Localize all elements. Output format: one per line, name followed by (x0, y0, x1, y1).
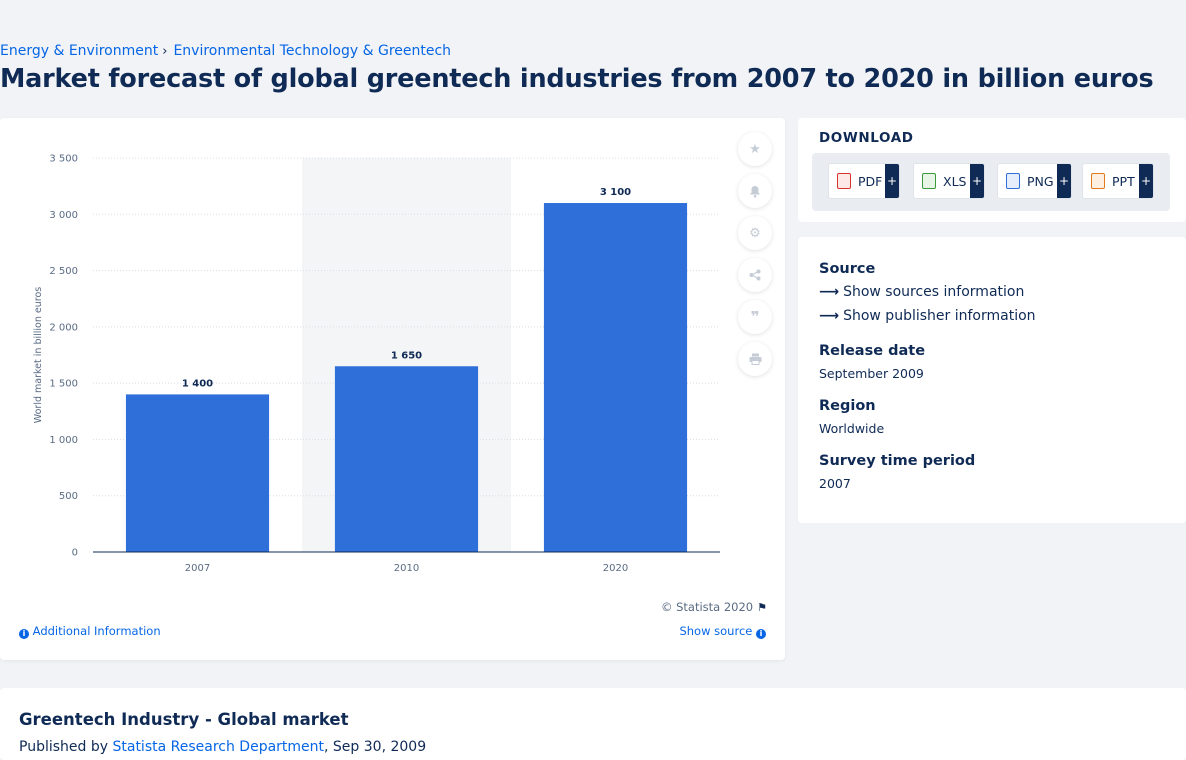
star-icon[interactable]: ★ (738, 132, 772, 166)
y-tick-label: 0 (72, 548, 78, 559)
copyright-text: © Statista 2020 (660, 600, 754, 614)
y-axis-title: World market in billion euros (33, 287, 44, 423)
release-date-value: September 2009 (819, 366, 924, 381)
survey-period-value: 2007 (819, 476, 851, 491)
print-icon[interactable] (738, 342, 772, 376)
show-source-label: Show source (679, 624, 753, 638)
xls-file-icon (922, 173, 936, 189)
plus-icon: + (885, 164, 899, 198)
flag-icon[interactable]: ⚑ (757, 601, 767, 614)
chart-toolbar: ★ ⚙ ❞ (738, 132, 772, 384)
info-icon: i (19, 629, 29, 639)
additional-information-link[interactable]: i Additional Information (19, 624, 161, 639)
data-label: 1 650 (391, 350, 422, 361)
y-tick-label: 1 000 (49, 435, 78, 446)
y-tick-label: 2 500 (49, 266, 78, 277)
download-png-button[interactable]: PNG + (997, 163, 1072, 199)
y-tick-label: 500 (59, 491, 78, 502)
download-pdf-label: PDF (858, 173, 883, 189)
breadcrumb: Energy & Environment › Environmental Techn… (0, 43, 451, 59)
y-tick-label: 1 500 (49, 379, 78, 390)
statistic-details: Source ⟶ Show sources information ⟶ Show p… (798, 237, 1186, 523)
show-publisher-label: Show publisher information (843, 308, 1036, 324)
published-by: Published by Statista Research Departmen… (19, 739, 426, 755)
release-date-label: Release date (819, 343, 926, 359)
show-sources-label: Show sources information (843, 284, 1025, 300)
survey-period-label: Survey time period (819, 453, 976, 469)
download-ppt-button[interactable]: PPT + (1082, 163, 1154, 199)
download-buttons: PDF + XLS + PNG + PPT + (812, 153, 1170, 211)
y-tick-label: 3 500 (49, 154, 78, 165)
chart-card: 0 500 1 000 1 500 2 000 2 500 3 000 3 500 1 400 2… (0, 118, 785, 660)
publish-date: , Sep 30, 2009 (324, 739, 427, 755)
y-tick-label: 2 000 (49, 322, 78, 333)
show-sources-link[interactable]: ⟶ Show sources information (819, 284, 1024, 300)
x-tick-label: 2010 (394, 563, 419, 574)
download-png-label: PNG (1027, 173, 1054, 189)
download-xls-label: XLS (943, 173, 967, 189)
download-pdf-button[interactable]: PDF + (828, 163, 900, 199)
additional-information-label: Additional Information (32, 624, 161, 638)
bell-icon[interactable] (738, 174, 772, 208)
bar (334, 366, 479, 552)
png-file-icon (1006, 173, 1020, 189)
topic-card: Greentech Industry - Global market Publi… (0, 688, 1186, 760)
plus-icon: + (1057, 164, 1071, 198)
x-tick-label: 2007 (185, 563, 210, 574)
arrow-right-icon: ⟶ (819, 308, 840, 324)
share-icon[interactable] (738, 258, 772, 292)
download-title: DOWNLOAD (819, 130, 914, 146)
info-icon: i (756, 629, 766, 639)
arrow-right-icon: ⟶ (819, 284, 840, 300)
data-label: 3 100 (600, 187, 631, 198)
page-title: Market forecast of global greentech indu… (0, 64, 1154, 94)
download-xls-button[interactable]: XLS + (913, 163, 985, 199)
x-tick-label: 2020 (603, 563, 628, 574)
data-label: 1 400 (182, 378, 213, 389)
region-value: Worldwide (819, 421, 885, 436)
region-label: Region (819, 398, 876, 414)
top-bar (0, 0, 1186, 40)
show-publisher-link[interactable]: ⟶ Show publisher information (819, 308, 1036, 324)
copyright-notice: © Statista 2020 ⚑ (661, 600, 767, 614)
published-prefix: Published by (19, 739, 109, 755)
topic-title: Greentech Industry - Global market (19, 710, 349, 729)
download-panel: DOWNLOAD PDF + XLS + PNG + PPT + (798, 118, 1186, 222)
bar-chart: 0 500 1 000 1 500 2 000 2 500 3 000 3 500 1 400 2… (33, 154, 720, 574)
show-source-link[interactable]: Show source i (679, 624, 766, 639)
publisher-link[interactable]: Statista Research Department (112, 739, 325, 755)
breadcrumb-item-energy[interactable]: Energy & Environment (0, 43, 159, 59)
bar (543, 203, 688, 552)
pdf-file-icon (837, 173, 851, 189)
plus-icon: + (1139, 164, 1153, 198)
y-tick-label: 3 000 (49, 210, 78, 221)
gear-icon[interactable]: ⚙ (738, 216, 772, 250)
breadcrumb-item-greentech[interactable]: Environmental Technology & Greentech (173, 43, 452, 59)
download-ppt-label: PPT (1112, 173, 1135, 189)
bar (125, 394, 270, 552)
breadcrumb-separator: › (162, 44, 168, 59)
plus-icon: + (970, 164, 984, 198)
ppt-file-icon (1091, 173, 1105, 189)
source-label: Source (819, 261, 876, 277)
quote-icon[interactable]: ❞ (738, 300, 772, 334)
